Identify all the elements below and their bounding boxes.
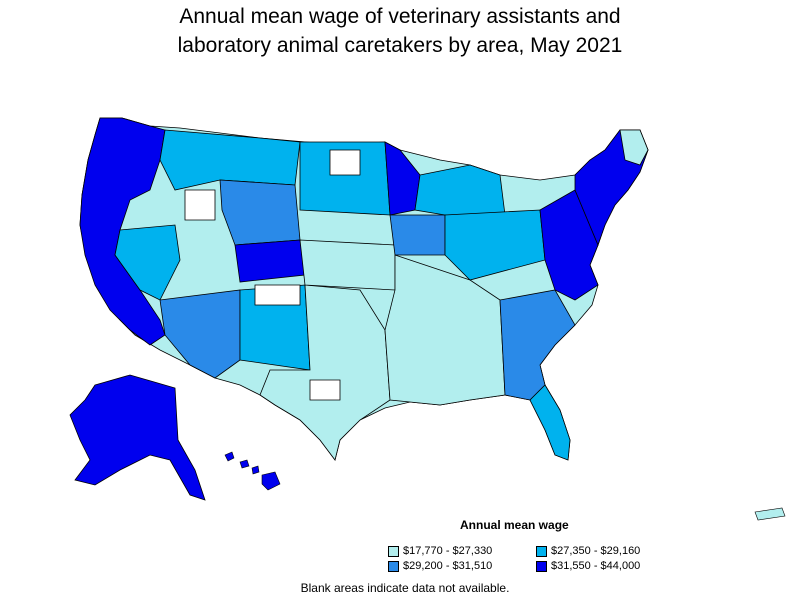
region-southeast (499, 289, 576, 401)
blank-area-colorado (254, 284, 301, 306)
legend-item-4: $31,550 - $44,000 (536, 560, 640, 572)
region-minnesota (384, 141, 421, 216)
region-hawaii (224, 451, 281, 491)
map-legend: Annual mean wage $17,770 - $27,330 $27,3… (384, 518, 674, 578)
region-kansas (299, 239, 396, 291)
map-title: Annual mean wage of veterinary assistant… (0, 2, 800, 60)
title-line-1: Annual mean wage of veterinary assistant… (179, 5, 621, 28)
legend-swatch-3 (388, 560, 399, 572)
region-arizona (159, 289, 241, 379)
legend-label-1: $17,770 - $27,330 (403, 545, 493, 557)
legend-title: Annual mean wage (460, 518, 569, 532)
legend-swatch-1 (388, 545, 399, 557)
title-line-2: laboratory animal caretakers by area, Ma… (177, 34, 623, 57)
region-puerto-rico (754, 507, 786, 521)
legend-label-2: $27,350 - $29,160 (551, 545, 641, 557)
region-maine (619, 129, 649, 166)
legend-item-3: $29,200 - $31,510 (388, 560, 492, 572)
region-wyoming (219, 179, 301, 246)
region-alaska (69, 374, 206, 501)
legend-item-2: $27,350 - $29,160 (536, 545, 640, 557)
blank-area-idaho (184, 189, 216, 221)
legend-label-4: $31,550 - $44,000 (551, 560, 641, 572)
region-iowa (389, 214, 446, 256)
region-ohio-valley (444, 209, 546, 281)
legend-swatch-2 (536, 545, 547, 557)
legend-swatch-4 (536, 560, 547, 572)
region-south-central (384, 254, 506, 406)
region-colorado (234, 239, 306, 283)
blank-areas-note: Blank areas indicate data not available. (300, 581, 510, 595)
blank-area-texas (309, 379, 341, 401)
region-florida (529, 384, 571, 461)
legend-label-3: $29,200 - $31,510 (403, 560, 493, 572)
legend-item-1: $17,770 - $27,330 (388, 545, 492, 557)
contiguous-us (79, 117, 649, 461)
blank-area-montana (329, 149, 361, 176)
